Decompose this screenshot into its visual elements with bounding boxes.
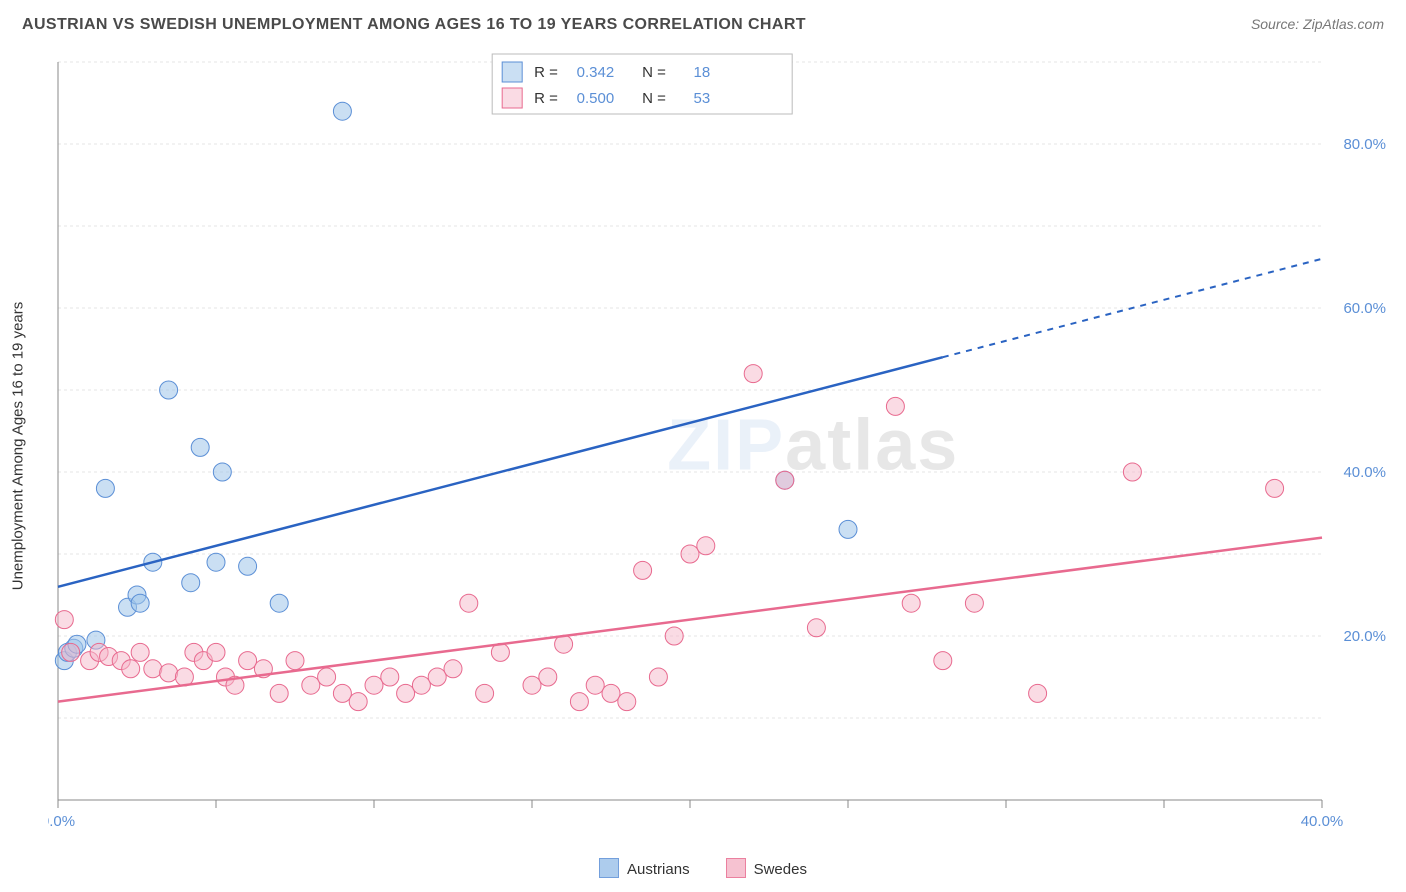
legend-swatch <box>599 858 619 878</box>
svg-text:40.0%: 40.0% <box>1301 813 1344 830</box>
y-axis-label: Unemployment Among Ages 16 to 19 years <box>10 302 27 591</box>
legend-swatch <box>726 858 746 878</box>
svg-text:80.0%: 80.0% <box>1343 136 1386 153</box>
legend-item: Swedes <box>726 858 807 878</box>
svg-text:R =: R = <box>534 64 558 81</box>
svg-text:0.0%: 0.0% <box>48 813 75 830</box>
legend-item: Austrians <box>599 858 690 878</box>
chart-title: AUSTRIAN VS SWEDISH UNEMPLOYMENT AMONG A… <box>22 16 806 34</box>
svg-text:0.500: 0.500 <box>577 90 615 107</box>
svg-text:60.0%: 60.0% <box>1343 300 1386 317</box>
svg-text:40.0%: 40.0% <box>1343 464 1386 481</box>
source-credit: Source: ZipAtlas.com <box>1251 16 1384 32</box>
svg-text:N =: N = <box>642 64 666 81</box>
svg-text:N =: N = <box>642 90 666 107</box>
chart-area: Unemployment Among Ages 16 to 19 years 0… <box>48 52 1394 840</box>
svg-text:R =: R = <box>534 90 558 107</box>
svg-text:53: 53 <box>693 90 710 107</box>
svg-text:20.0%: 20.0% <box>1343 628 1386 645</box>
svg-text:0.342: 0.342 <box>577 64 615 81</box>
svg-text:18: 18 <box>693 64 710 81</box>
legend-label: Swedes <box>754 861 807 878</box>
scatter-plot: 0.0%40.0%20.0%40.0%60.0%80.0%ZIPatlasR =… <box>48 52 1394 840</box>
bottom-legend: Austrians Swedes <box>0 858 1406 878</box>
legend-label: Austrians <box>627 861 690 878</box>
